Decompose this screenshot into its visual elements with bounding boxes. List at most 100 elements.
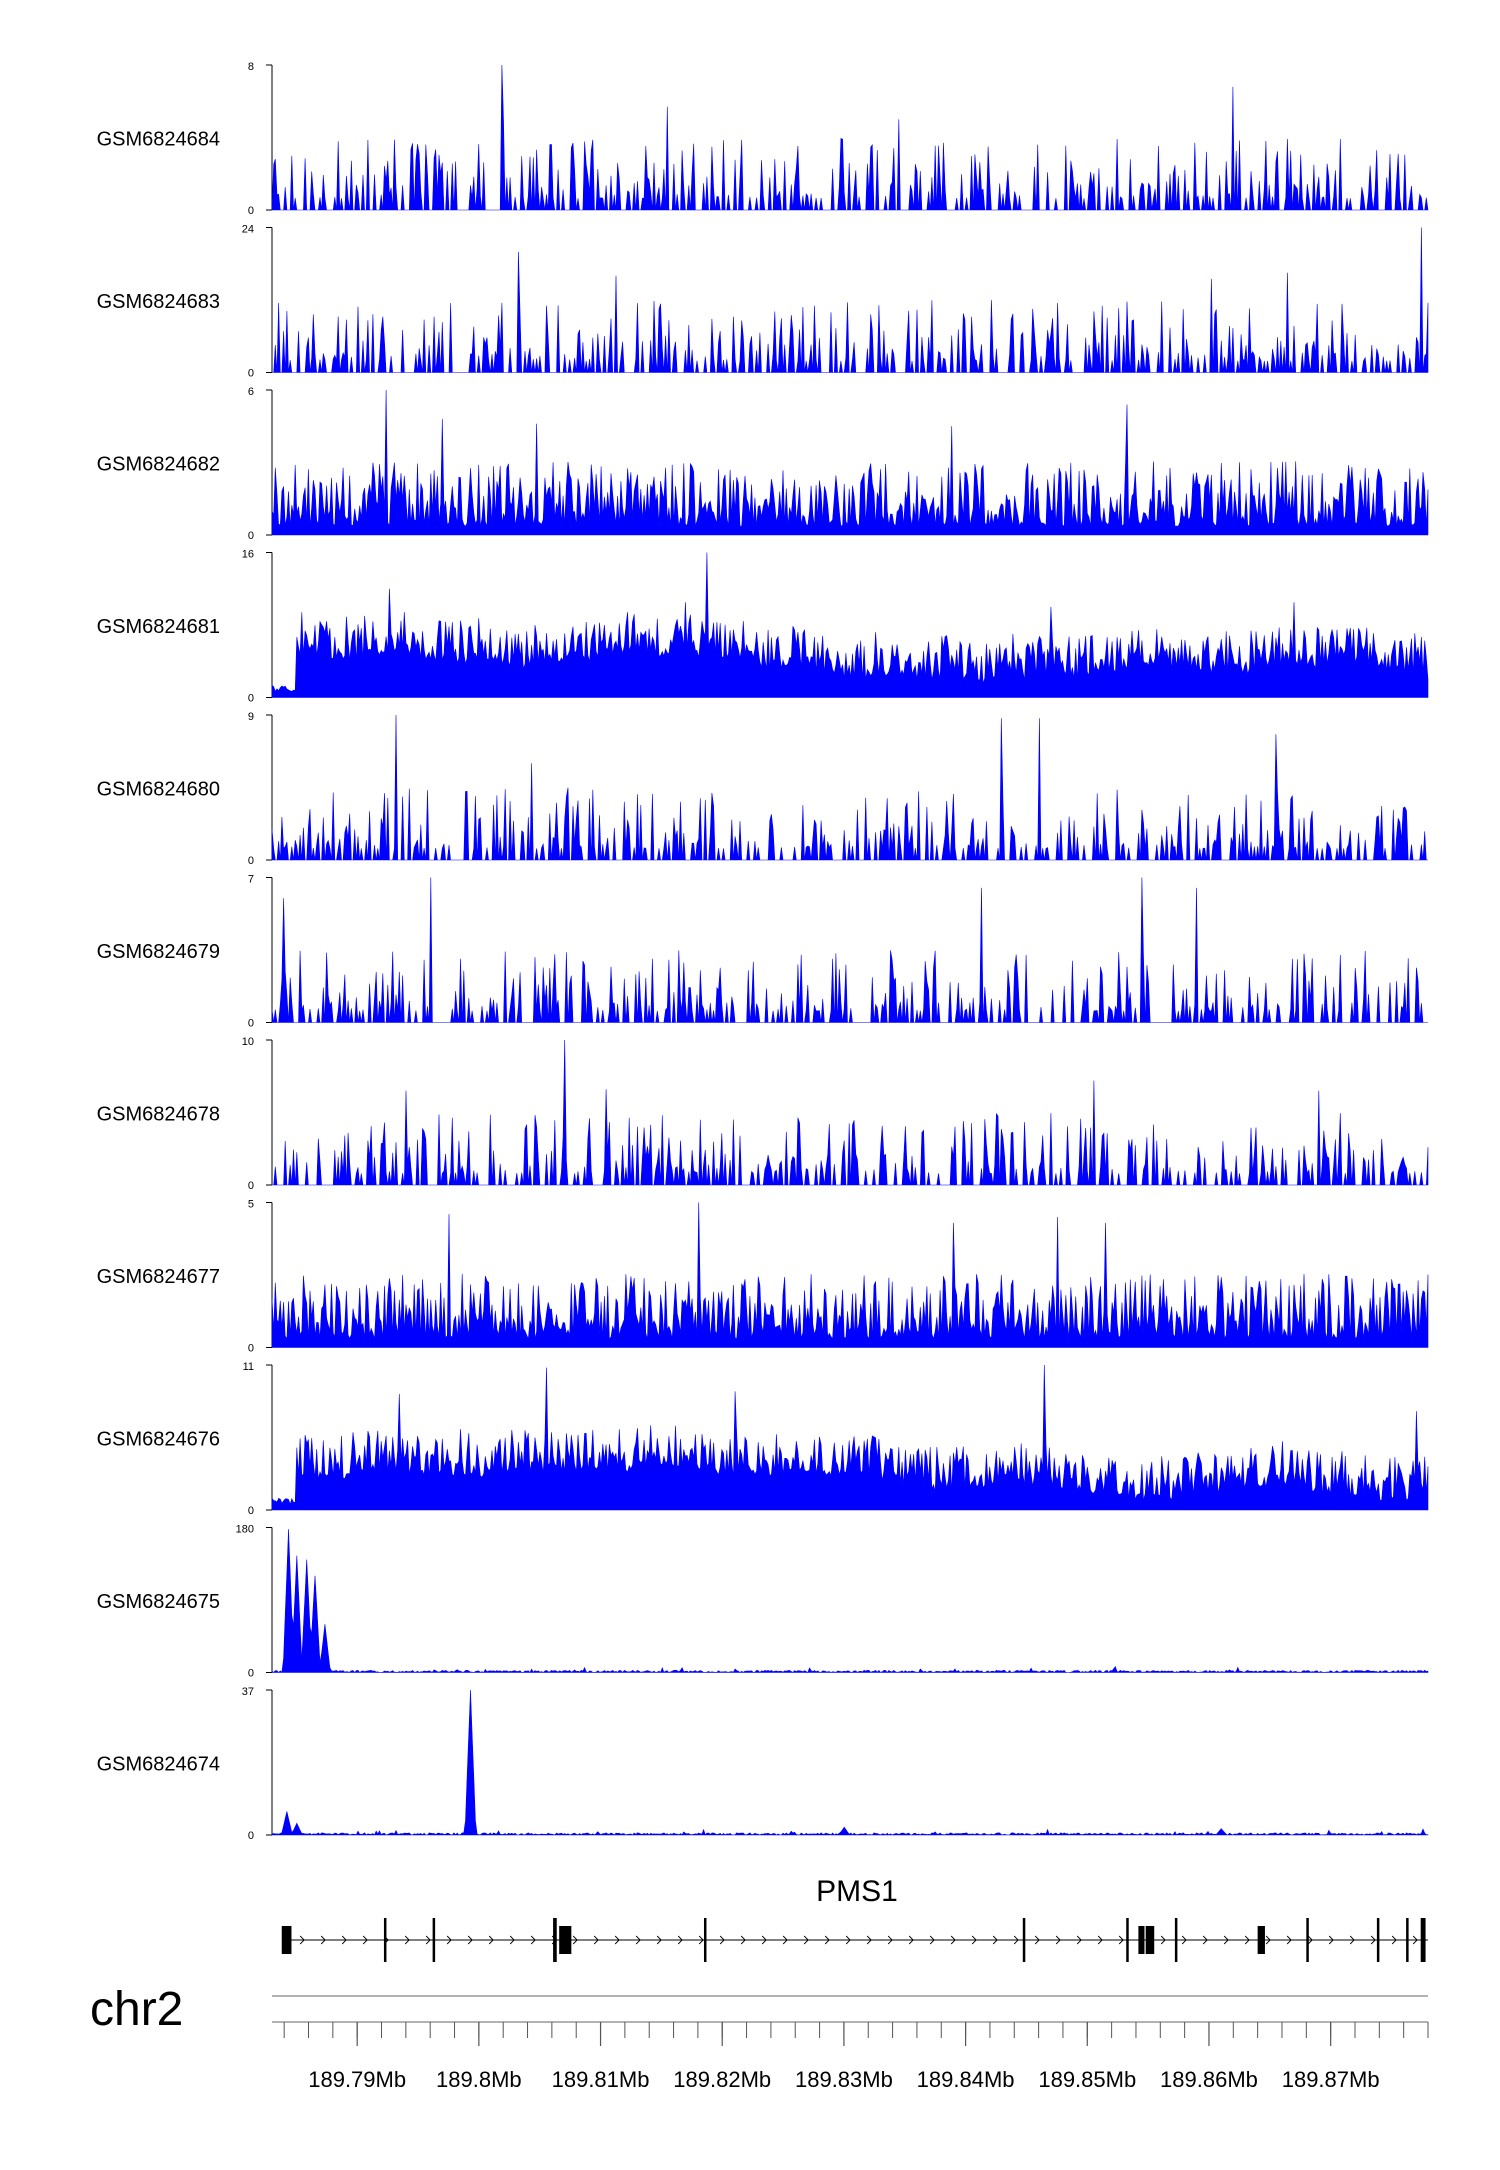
y-axis-min-label: 0 <box>248 855 254 867</box>
chromosome-axis: chr2 189.79Mb 189.8Mb 189.81Mb 189.82Mb 189.… <box>90 1983 1429 2092</box>
strand-chevron <box>446 1935 452 1945</box>
exon <box>281 1926 292 1954</box>
strand-chevron <box>1328 1935 1334 1945</box>
track-GSM6824674: GSM6824674 37 0 <box>97 1686 1429 1842</box>
track-GSM6824684: GSM6824684 8 0 <box>97 61 1429 217</box>
chromosome-label: chr2 <box>90 1983 183 2036</box>
track-GSM6824683: GSM6824683 24 0 <box>97 224 1429 380</box>
signal-area-GSM6824675 <box>271 1529 1429 1673</box>
strand-chevron <box>719 1935 725 1945</box>
strand-chevron <box>593 1935 599 1945</box>
exon <box>432 1918 436 1962</box>
y-axis-max-label: 9 <box>248 711 254 723</box>
strand-chevron <box>614 1935 620 1945</box>
strand-chevron <box>1349 1935 1355 1945</box>
y-axis-max-label: 6 <box>248 386 254 398</box>
signal-area-GSM6824682 <box>271 389 1429 536</box>
gene-model <box>281 1918 1428 1962</box>
strand-chevron <box>824 1935 830 1945</box>
axis-tick-label: 189.85Mb <box>1038 2067 1136 2092</box>
signal-area-GSM6824684 <box>271 64 1429 211</box>
track-GSM6824682: GSM6824682 6 0 <box>97 386 1429 542</box>
y-axis-min-label: 0 <box>248 1668 254 1680</box>
strand-chevron <box>1265 1935 1271 1945</box>
track-name-label: GSM6824680 <box>97 779 220 801</box>
strand-chevron <box>1391 1935 1397 1945</box>
strand-chevron <box>971 1935 977 1945</box>
strand-chevron <box>320 1935 326 1945</box>
axis-tick-label: 189.79Mb <box>308 2067 406 2092</box>
y-axis-max-label: 10 <box>242 1036 254 1048</box>
strand-chevron <box>761 1935 767 1945</box>
y-axis-max-label: 7 <box>248 874 254 886</box>
y-axis-min-label: 0 <box>248 368 254 380</box>
y-axis-max-label: 24 <box>242 224 254 236</box>
strand-chevron <box>992 1935 998 1945</box>
strand-chevron <box>1160 1935 1166 1945</box>
exon <box>1174 1918 1178 1962</box>
gene-track: PMS1 <box>281 1875 1428 1962</box>
y-axis-min-label: 0 <box>248 1830 254 1842</box>
y-axis-max-label: 5 <box>248 1199 254 1211</box>
strand-chevron <box>1412 1935 1418 1945</box>
exon <box>1406 1918 1409 1962</box>
track-name-label: GSM6824678 <box>97 1104 220 1126</box>
signal-area-GSM6824679 <box>271 877 1428 1023</box>
exon <box>1138 1926 1145 1954</box>
strand-chevron <box>866 1935 872 1945</box>
y-axis-min-label: 0 <box>248 1343 254 1355</box>
exon <box>1022 1918 1026 1962</box>
strand-chevron <box>908 1935 914 1945</box>
strand-chevron <box>362 1935 368 1945</box>
y-axis-min-label: 0 <box>248 693 254 705</box>
strand-chevron <box>929 1935 935 1945</box>
strand-chevron <box>1223 1935 1229 1945</box>
signal-area-GSM6824681 <box>271 552 1429 698</box>
strand-chevron <box>845 1935 851 1945</box>
strand-chevron <box>1307 1935 1313 1945</box>
track-GSM6824678: GSM6824678 10 0 <box>97 1036 1429 1192</box>
y-axis-min-label: 0 <box>248 1180 254 1192</box>
track-name-label: GSM6824681 <box>97 616 220 638</box>
track-name-label: GSM6824677 <box>97 1266 220 1288</box>
y-axis-max-label: 37 <box>242 1686 254 1698</box>
strand-chevron <box>341 1935 347 1945</box>
strand-chevron <box>1244 1935 1250 1945</box>
strand-chevron <box>467 1935 473 1945</box>
signal-area-GSM6824674 <box>271 1689 1429 1836</box>
strand-chevron <box>1097 1935 1103 1945</box>
strand-chevron <box>530 1935 536 1945</box>
signal-area-GSM6824676 <box>271 1364 1429 1511</box>
track-name-label: GSM6824675 <box>97 1591 220 1613</box>
strand-chevron <box>1055 1935 1061 1945</box>
track-GSM6824675: GSM6824675 180 0 <box>97 1524 1429 1680</box>
signal-tracks: GSM682468480GSM6824683240GSM682468260GSM… <box>97 61 1429 1842</box>
track-GSM6824680: GSM6824680 9 0 <box>97 711 1428 867</box>
exon <box>1145 1926 1155 1954</box>
strand-chevron <box>1181 1935 1187 1945</box>
strand-chevron <box>782 1935 788 1945</box>
gene-name-label: PMS1 <box>816 1875 898 1908</box>
axis-tick-label: 189.8Mb <box>436 2067 522 2092</box>
strand-chevron <box>677 1935 683 1945</box>
strand-chevron <box>404 1935 410 1945</box>
y-axis-min-label: 0 <box>248 1505 254 1517</box>
track-name-label: GSM6824682 <box>97 454 220 476</box>
strand-chevron <box>1118 1935 1124 1945</box>
strand-chevron <box>1370 1935 1376 1945</box>
track-name-label: GSM6824676 <box>97 1429 220 1451</box>
y-axis-max-label: 8 <box>248 61 254 73</box>
axis-ticks: 189.79Mb 189.8Mb 189.81Mb 189.82Mb 189.83Mb 1… <box>272 1995 1429 2092</box>
strand-chevron <box>887 1935 893 1945</box>
track-name-label: GSM6824683 <box>97 291 220 313</box>
signal-area-GSM6824678 <box>272 1039 1429 1186</box>
axis-tick-label: 189.84Mb <box>917 2067 1015 2092</box>
exon <box>553 1918 557 1962</box>
exon <box>1420 1918 1426 1962</box>
exon <box>1306 1918 1309 1962</box>
axis-tick-label: 189.86Mb <box>1160 2067 1258 2092</box>
strand-chevron <box>950 1935 956 1945</box>
strand-chevron <box>740 1935 746 1945</box>
strand-chevron <box>1286 1935 1292 1945</box>
track-GSM6824681: GSM6824681 16 0 <box>97 549 1429 705</box>
